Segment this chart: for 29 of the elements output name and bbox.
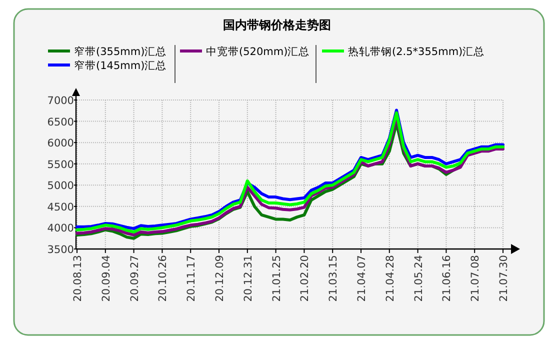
y-tick-label: 5000 (47, 180, 74, 192)
x-tick-label: 21.06.16 (441, 254, 454, 302)
y-tick-label: 3500 (47, 244, 74, 256)
x-tick-label: 21.02.20 (299, 255, 312, 302)
x-tick-label: 21.03.15 (328, 255, 340, 302)
y-tick-label: 7000 (47, 95, 74, 107)
x-tick-label: 21.05.24 (412, 254, 425, 302)
x-tick-label: 21.01.25 (270, 255, 283, 302)
x-tick-label: 21.07.08 (470, 255, 482, 302)
x-tick-label: 21.04.07 (356, 255, 368, 302)
legend-label: 窄带(355mm)汇总 (74, 45, 167, 58)
legend-label: 中宽带(520mm)汇总 (206, 45, 310, 58)
x-tick-label: 20.11.17 (186, 255, 198, 302)
x-tick-label: 21.04.28 (384, 255, 396, 302)
legend-label: 热轧带钢(2.5*355mm)汇总 (348, 45, 485, 58)
legend-label: 窄带(145mm)汇总 (74, 59, 167, 72)
x-tick-label: 20.09.04 (100, 254, 112, 302)
y-tick-label: 6500 (47, 116, 74, 128)
x-tick-label: 20.10.26 (157, 254, 170, 302)
chart-title: 国内带钢价格走势图 (223, 18, 331, 32)
x-tick-label: 20.12.09 (214, 255, 226, 302)
y-tick-label: 5500 (47, 158, 74, 171)
x-tick-label: 20.12.31 (242, 255, 254, 302)
y-tick-label: 4000 (47, 222, 74, 235)
x-tick-label: 20.08.13 (72, 255, 84, 302)
x-tick-label: 21.07.30 (498, 255, 510, 302)
x-tick-label: 20.09.27 (128, 255, 141, 302)
y-tick-label: 6000 (47, 138, 74, 150)
y-tick-label: 4500 (47, 201, 74, 214)
